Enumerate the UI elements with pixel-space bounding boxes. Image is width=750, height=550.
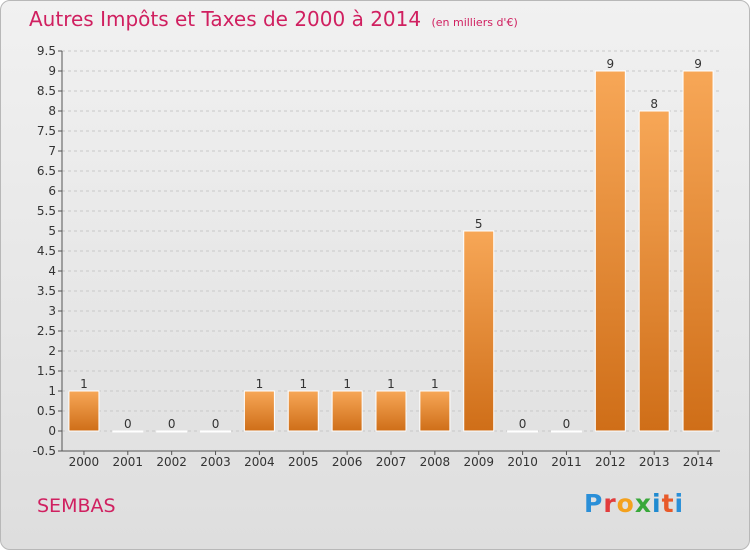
x-tick-label: 2006 [332, 455, 363, 469]
bar-value-label: 5 [475, 217, 483, 231]
y-tick-label: 7 [48, 144, 56, 158]
y-tick-label: 0.5 [37, 404, 56, 418]
chart-title-text: Autres Impôts et Taxes de 2000 à 2014 [29, 7, 422, 31]
y-tick-label: 2 [48, 344, 56, 358]
bar-value-label: 1 [343, 377, 351, 391]
bar [112, 430, 144, 433]
y-tick-label: 5.5 [37, 204, 56, 218]
logo-letter: i [652, 489, 662, 518]
x-tick-label: 2003 [200, 455, 231, 469]
bar [331, 390, 363, 432]
bar [68, 390, 100, 432]
x-tick-label: 2011 [551, 455, 582, 469]
x-tick-label: 2007 [376, 455, 407, 469]
commune-name: SEMBAS [37, 495, 116, 517]
chart-subtitle: (en milliers d'€) [431, 16, 518, 29]
bars [68, 70, 714, 433]
x-tick-label: 2000 [69, 455, 100, 469]
y-tick-label: -0.5 [33, 444, 56, 458]
bar-value-label: 0 [563, 417, 571, 431]
x-tick-label: 2005 [288, 455, 319, 469]
proxiti-logo: Proxiti [584, 489, 684, 518]
y-tick-label: 1.5 [37, 364, 56, 378]
bar [200, 430, 232, 433]
bar [287, 390, 319, 432]
y-tick-label: 6.5 [37, 164, 56, 178]
x-tick-label: 2013 [639, 455, 670, 469]
y-tick-label: 8 [48, 104, 56, 118]
bar [243, 390, 275, 432]
bar [375, 390, 407, 432]
y-tick-label: 2.5 [37, 324, 56, 338]
bar-value-label: 0 [212, 417, 220, 431]
x-tick-label: 2014 [683, 455, 714, 469]
bar-value-label: 8 [650, 97, 658, 111]
y-tick-label: 7.5 [37, 124, 56, 138]
bar-value-label: 9 [607, 57, 615, 71]
y-tick-label: 0 [48, 424, 56, 438]
bar [638, 110, 670, 432]
bar [419, 390, 451, 432]
logo-letter: o [616, 489, 635, 518]
x-tick-label: 2001 [113, 455, 144, 469]
y-tick-label: 4 [48, 264, 56, 278]
bar [507, 430, 539, 433]
axes: -0.5 0 0.5 1 1.5 2 2.5 3 3.5 4 4.5 5 5.5 6 6.5 7 7.5 8 8.5… [33, 44, 720, 469]
y-tick-label: 9.5 [37, 44, 56, 58]
y-tick-label: 4.5 [37, 244, 56, 258]
y-tick-label: 9 [48, 64, 56, 78]
bar [550, 430, 582, 433]
logo-letter: t [661, 489, 675, 518]
bar-value-label: 1 [256, 377, 264, 391]
labels: 1 0 0 0 1 1 1 1 1 5 0 0 9 8 9 [80, 57, 702, 431]
y-tick-label: 6 [48, 184, 56, 198]
bar-value-label: 1 [80, 377, 88, 391]
chart-title: Autres Impôts et Taxes de 2000 à 2014 (e… [29, 7, 518, 31]
x-tick-label: 2004 [244, 455, 275, 469]
bar-value-label: 0 [168, 417, 176, 431]
y-tick-label: 1 [48, 384, 56, 398]
logo-letter: i [674, 489, 685, 518]
bar-value-label: 0 [519, 417, 527, 431]
bar-value-label: 1 [431, 377, 439, 391]
bar-value-label: 9 [694, 57, 702, 71]
bar [682, 70, 714, 432]
bar [594, 70, 626, 432]
logo-letter: x [634, 489, 652, 518]
x-tick-label: 2002 [156, 455, 187, 469]
x-tick-label: 2012 [595, 455, 626, 469]
y-tick-label: 3 [48, 304, 56, 318]
x-tick-label: 2008 [420, 455, 451, 469]
y-tick-label: 3.5 [37, 284, 56, 298]
bar-value-label: 1 [299, 377, 307, 391]
bar-value-label: 0 [124, 417, 132, 431]
bar [156, 430, 188, 433]
logo-letter: P [584, 489, 604, 518]
y-tick-label: 8.5 [37, 84, 56, 98]
bar [463, 230, 495, 432]
x-tick-label: 2010 [507, 455, 538, 469]
logo-letter: r [603, 489, 617, 518]
x-tick-label: 2009 [463, 455, 494, 469]
y-tick-label: 5 [48, 224, 56, 238]
bar-value-label: 1 [387, 377, 395, 391]
